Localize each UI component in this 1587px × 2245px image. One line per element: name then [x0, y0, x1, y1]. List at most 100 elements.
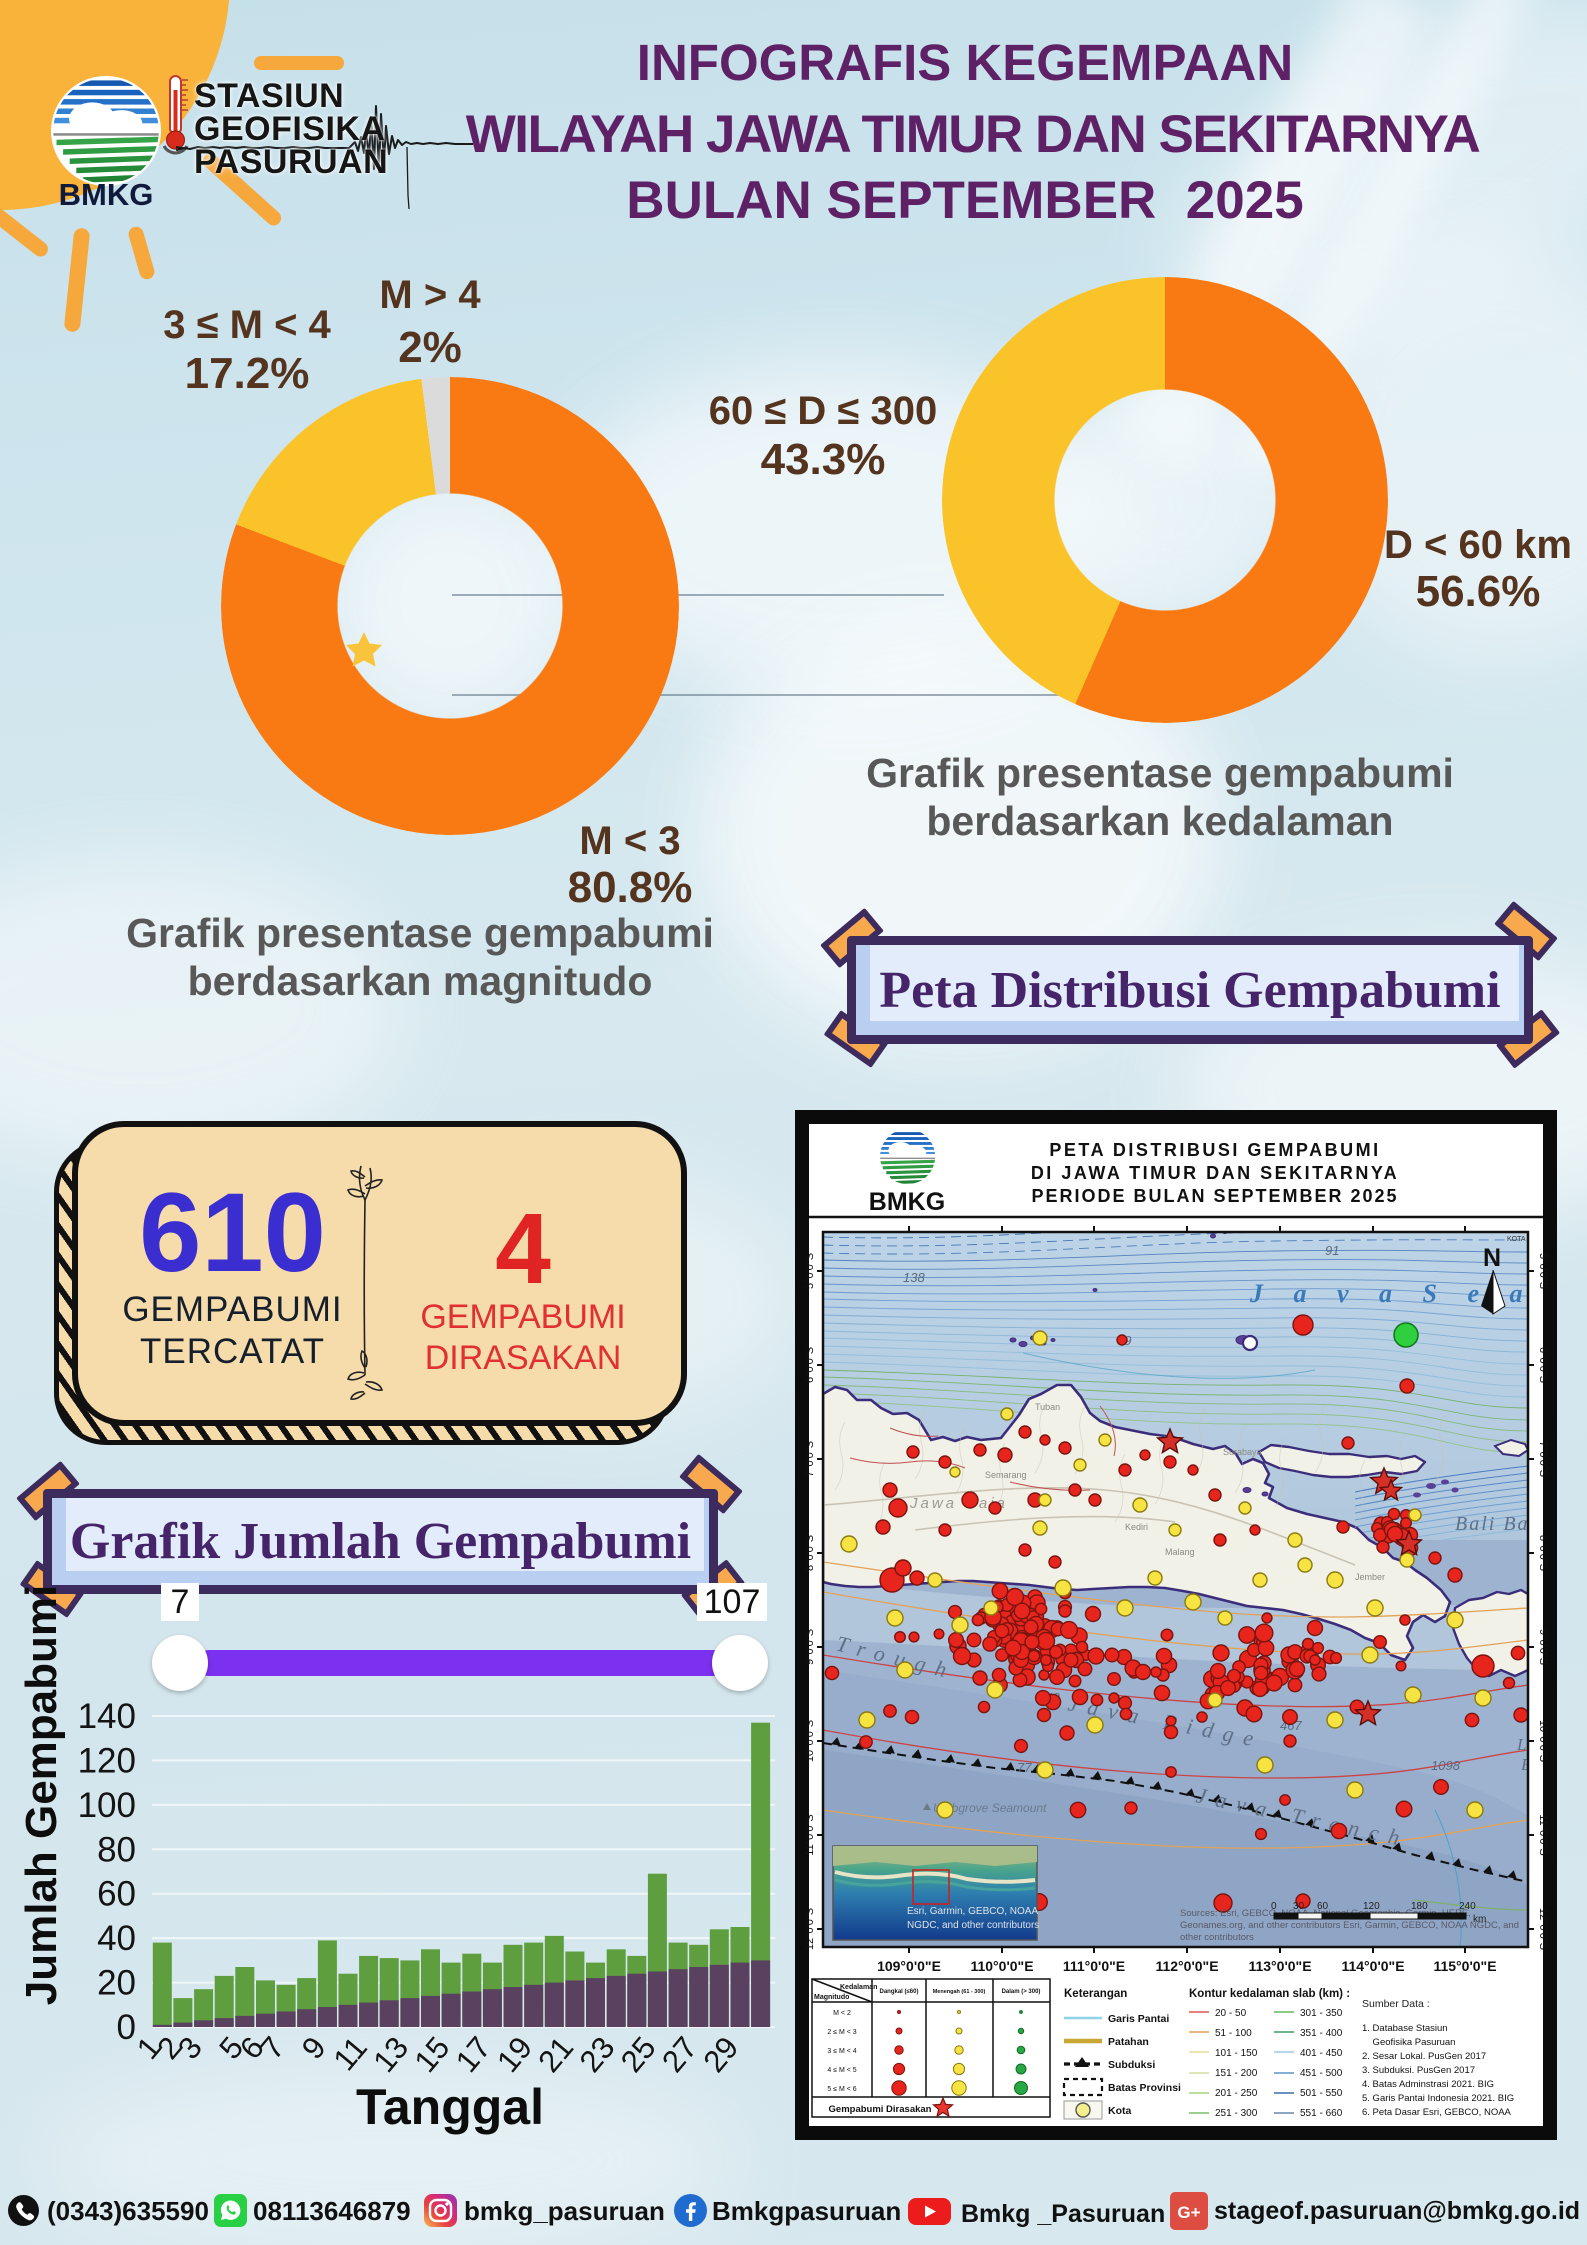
- svg-text:27: 27: [655, 2030, 704, 2079]
- svg-text:10°0'0"S: 10°0'0"S: [1537, 1720, 1549, 1762]
- svg-text:301 - 350: 301 - 350: [1300, 2008, 1343, 2019]
- svg-text:Kediri: Kediri: [1125, 1522, 1148, 1532]
- svg-text:5°0'0"S: 5°0'0"S: [804, 1253, 816, 1289]
- svg-text:29: 29: [696, 2030, 745, 2079]
- svg-text:10°0'0"S: 10°0'0"S: [804, 1720, 816, 1762]
- svg-text:77: 77: [1017, 1760, 1032, 1775]
- svg-text:Semarang: Semarang: [985, 1470, 1027, 1480]
- svg-text:Kontur kedalaman slab (km) :: Kontur kedalaman slab (km) :: [1189, 1988, 1350, 2000]
- svg-text:km: km: [1473, 1914, 1486, 1925]
- svg-text:20: 20: [97, 1964, 136, 2003]
- svg-text:3 ≤ M < 4: 3 ≤ M < 4: [827, 2048, 856, 2055]
- svg-text:3. Subduksi. PusGen 2017: 3. Subduksi. PusGen 2017: [1362, 2065, 1475, 2076]
- svg-text:91: 91: [1325, 1243, 1339, 1258]
- svg-text:6°0'0"S: 6°0'0"S: [1537, 1347, 1549, 1383]
- svg-text:60: 60: [1317, 1901, 1329, 1912]
- svg-text:Batas Provinsi: Batas Provinsi: [1108, 2082, 1181, 2094]
- svg-text:Patahan: Patahan: [1108, 2036, 1149, 2048]
- svg-text:21: 21: [531, 2030, 580, 2079]
- svg-text:180: 180: [1411, 1901, 1428, 1912]
- svg-text:11: 11: [326, 2030, 374, 2077]
- svg-text:151 - 200: 151 - 200: [1215, 2068, 1258, 2079]
- svg-text:12°0'0"S: 12°0'0"S: [1537, 1908, 1549, 1950]
- svg-text:M < 2: M < 2: [833, 2010, 851, 2017]
- svg-text:G+: G+: [1177, 2203, 1200, 2222]
- svg-text:401 - 450: 401 - 450: [1300, 2048, 1343, 2059]
- svg-text:Keterangan: Keterangan: [1064, 1988, 1127, 2000]
- svg-text:5°0'0"S: 5°0'0"S: [1537, 1253, 1549, 1289]
- svg-text:115°0'0"E: 115°0'0"E: [1433, 1958, 1496, 1974]
- svg-text:109°0'0"E: 109°0'0"E: [877, 1958, 941, 1974]
- svg-text:11°0'0"S: 11°0'0"S: [804, 1814, 816, 1855]
- svg-text:9°0'0"S: 9°0'0"S: [804, 1629, 816, 1665]
- svg-text:PERIODE BULAN SEPTEMBER 2025: PERIODE BULAN SEPTEMBER 2025: [1031, 1186, 1398, 1206]
- svg-text:0: 0: [117, 2008, 136, 2047]
- svg-text:2 ≤ M < 3: 2 ≤ M < 3: [827, 2029, 856, 2036]
- svg-text:PETA DISTRIBUSI GEMPABUMI: PETA DISTRIBUSI GEMPABUMI: [1049, 1140, 1380, 1160]
- svg-text:12°0'0"S: 12°0'0"S: [804, 1908, 816, 1950]
- svg-text:100: 100: [80, 1786, 136, 1825]
- svg-text:4 ≤ M < 5: 4 ≤ M < 5: [827, 2067, 856, 2074]
- svg-text:30: 30: [1293, 1901, 1305, 1912]
- svg-text:4. Batas Adminstrasi 2021. BIG: 4. Batas Adminstrasi 2021. BIG: [1362, 2079, 1494, 2090]
- svg-text:KOTA BARU: KOTA BARU: [1507, 1236, 1547, 1243]
- svg-text:Esri, Garmin, GEBCO, NOAA: Esri, Garmin, GEBCO, NOAA: [907, 1906, 1038, 1917]
- svg-text:140: 140: [80, 1697, 136, 1736]
- svg-text:J a v a S e a: J a v a S e a: [1249, 1279, 1535, 1308]
- svg-text:Menengah (61 - 300): Menengah (61 - 300): [933, 1989, 986, 1995]
- svg-text:5. Garis Pantai Indonesia 2021: 5. Garis Pantai Indonesia 2021. BIG: [1362, 2093, 1514, 2104]
- svg-text:120: 120: [80, 1741, 136, 1780]
- svg-text:51 - 100: 51 - 100: [1215, 2028, 1252, 2039]
- svg-text:Geonames.org, and other contri: Geonames.org, and other contributors Esr…: [1180, 1920, 1519, 1931]
- svg-text:Magnitudo: Magnitudo: [814, 1994, 849, 2001]
- svg-text:8°0'0"S: 8°0'0"S: [804, 1535, 816, 1571]
- svg-text:Geofisika Pasuruan: Geofisika Pasuruan: [1362, 2037, 1455, 2048]
- svg-text:8°0'0"S: 8°0'0"S: [1537, 1535, 1549, 1571]
- svg-text:Umbgrove Seamount: Umbgrove Seamount: [933, 1801, 1047, 1815]
- svg-text:120: 120: [1363, 1901, 1380, 1912]
- svg-text:Sumber Data :: Sumber Data :: [1362, 1998, 1430, 2010]
- svg-text:DI JAWA TIMUR DAN SEKITARNYA: DI JAWA TIMUR DAN SEKITARNYA: [1031, 1163, 1399, 1183]
- svg-text:1098: 1098: [1431, 1758, 1461, 1773]
- svg-text:114°0'0"E: 114°0'0"E: [1341, 1958, 1404, 1974]
- svg-text:Surabaya: Surabaya: [1223, 1447, 1262, 1457]
- svg-text:Malang: Malang: [1165, 1547, 1195, 1557]
- svg-text:Jawa Gaja: Jawa Gaja: [909, 1495, 1008, 1512]
- svg-text:NGDC, and other contributors: NGDC, and other contributors: [907, 1920, 1039, 1931]
- svg-text:other contributors: other contributors: [1180, 1932, 1254, 1943]
- svg-text:Tuban: Tuban: [1035, 1402, 1060, 1412]
- svg-text:20 - 50: 20 - 50: [1215, 2008, 1247, 2019]
- svg-text:1. Database Stasiun: 1. Database Stasiun: [1362, 2023, 1448, 2034]
- svg-text:501 - 550: 501 - 550: [1300, 2088, 1343, 2099]
- svg-text:Garis Pantai: Garis Pantai: [1108, 2013, 1169, 2025]
- svg-text:Gempabumi Dirasakan: Gempabumi Dirasakan: [829, 2104, 932, 2115]
- svg-text:N: N: [1483, 1244, 1501, 1272]
- svg-text:551 - 660: 551 - 660: [1300, 2108, 1343, 2119]
- svg-text:Bali Bas: Bali Bas: [1455, 1513, 1539, 1535]
- svg-text:60: 60: [97, 1875, 136, 1914]
- svg-text:17: 17: [449, 2030, 498, 2079]
- svg-text:15: 15: [407, 2030, 456, 2079]
- svg-text:9°0'0"S: 9°0'0"S: [1537, 1629, 1549, 1665]
- svg-text:80: 80: [97, 1830, 136, 1869]
- svg-text:40: 40: [97, 1919, 136, 1958]
- svg-text:111°0'0"E: 111°0'0"E: [1063, 1958, 1125, 1974]
- svg-text:B: B: [1521, 1755, 1532, 1774]
- svg-text:101 - 150: 101 - 150: [1215, 2048, 1258, 2059]
- svg-text:138: 138: [903, 1270, 925, 1285]
- svg-text:11°0'0"S: 11°0'0"S: [1537, 1814, 1549, 1855]
- svg-text:Jember: Jember: [1355, 1572, 1385, 1582]
- svg-text:451 - 500: 451 - 500: [1300, 2068, 1343, 2079]
- svg-text:110°0'0"E: 110°0'0"E: [970, 1958, 1033, 1974]
- svg-text:0: 0: [1271, 1901, 1277, 1912]
- svg-text:113°0'0"E: 113°0'0"E: [1248, 1958, 1311, 1974]
- svg-text:240: 240: [1459, 1901, 1476, 1912]
- svg-text:9: 9: [295, 2030, 333, 2066]
- svg-text:7°0'0"S: 7°0'0"S: [1537, 1441, 1549, 1477]
- svg-text:Dalam (> 300): Dalam (> 300): [1002, 1989, 1041, 1995]
- svg-text:7°0'0"S: 7°0'0"S: [804, 1441, 816, 1477]
- svg-text:Dangkal (≤60): Dangkal (≤60): [880, 1989, 919, 1995]
- svg-text:112°0'0"E: 112°0'0"E: [1155, 1958, 1218, 1974]
- svg-text:351 - 400: 351 - 400: [1300, 2028, 1343, 2039]
- svg-text:Lo: Lo: [1516, 1735, 1535, 1754]
